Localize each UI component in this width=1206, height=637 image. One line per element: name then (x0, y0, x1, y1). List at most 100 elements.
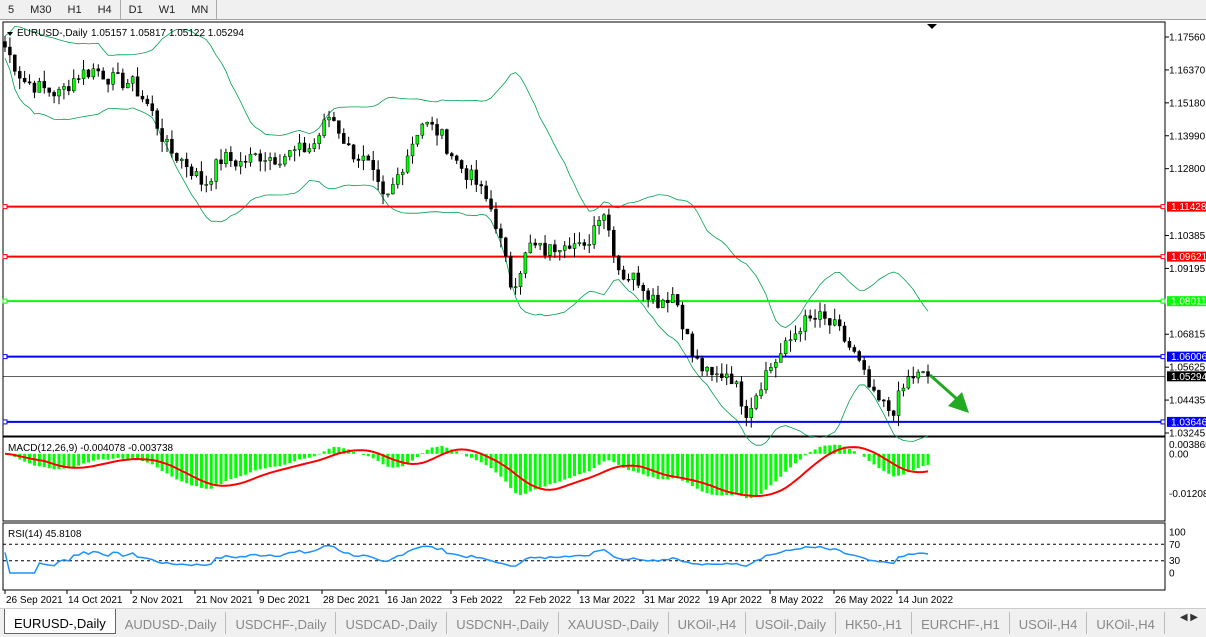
candle (744, 399, 749, 427)
chart-tab[interactable]: EURCHF-,H1 (912, 612, 1010, 634)
candle-body (572, 243, 577, 249)
macd-histogram-bar (455, 451, 459, 454)
price-tick-label: 1.04435 (1169, 396, 1206, 407)
candle-body (116, 72, 120, 74)
macd-histogram-bar (533, 453, 537, 490)
macd-histogram-bar (573, 453, 577, 477)
macd-histogram-bar (435, 446, 439, 454)
chart-tab[interactable]: USDCNH-,Daily (447, 612, 559, 634)
timeframe-w1[interactable]: W1 (158, 3, 176, 16)
candle-body (459, 160, 464, 169)
chart-tab[interactable]: AUDUSD-,Daily (116, 612, 227, 634)
candle (666, 291, 670, 313)
candle (901, 383, 906, 397)
chart-tab[interactable]: XAUUSD-,Daily (559, 612, 669, 634)
candle (106, 78, 110, 93)
candle-body (754, 395, 758, 409)
candle (307, 143, 312, 154)
macd-histogram-bar (897, 453, 901, 476)
candle (724, 364, 729, 386)
candle (543, 235, 547, 259)
candle (734, 380, 739, 388)
candle (175, 152, 179, 163)
macd-histogram-bar (700, 453, 704, 492)
macd-histogram-bar (627, 453, 631, 471)
candle (234, 159, 238, 171)
tab-scroll-buttons[interactable]: ◀ ▶ (1179, 612, 1198, 623)
chart-tab[interactable]: USDCHF-,Daily (226, 612, 337, 634)
macd-histogram-bar (636, 453, 640, 473)
chart-tab[interactable]: UKOil-,H4 (1087, 612, 1165, 634)
timeframe-h1[interactable]: H1 (67, 3, 82, 16)
macd-histogram-bar (592, 453, 596, 468)
candle (42, 70, 47, 94)
candle (538, 242, 542, 251)
macd-histogram-bar (263, 453, 267, 469)
candle-body (292, 149, 297, 151)
candle-body (926, 371, 930, 377)
macd-histogram-bar (386, 453, 390, 467)
level-handle (1160, 354, 1166, 360)
candle (631, 272, 636, 291)
macd-histogram-bar (553, 453, 557, 484)
candle-body (454, 155, 459, 161)
level-handle (1160, 298, 1166, 304)
candle-body (253, 153, 258, 155)
macd-histogram-bar (376, 453, 380, 461)
macd-histogram-bar (901, 453, 905, 475)
candle (430, 116, 434, 131)
timeframe-d1[interactable]: D1 (128, 3, 143, 16)
chart-tab[interactable]: USOil-,H4 (1010, 612, 1088, 634)
macd-histogram-bar (391, 453, 395, 468)
chart-symbol-title: EURUSD-,Daily (17, 28, 88, 39)
candle (317, 132, 321, 150)
candle-body (209, 181, 213, 185)
macd-histogram-bar (725, 453, 729, 496)
price-tick-label: 1.13990 (1169, 131, 1206, 142)
rsi-tick-label: 0 (1169, 569, 1175, 580)
candle-body (62, 86, 66, 90)
chart-tab[interactable]: UKOil-,H4 (669, 612, 747, 634)
candle-body (749, 408, 754, 418)
timeframe-mn[interactable]: MN (191, 3, 209, 16)
candle-body (896, 390, 901, 416)
price-chart[interactable]: 1.17560 1.16370 1.15180 1.13990 1.12800 1.103… (0, 20, 1206, 608)
candle (263, 152, 267, 172)
trend-arrow-icon (929, 373, 959, 402)
candle-body (400, 171, 405, 175)
chart-tab[interactable]: USDCAD-,Daily (336, 612, 448, 634)
chart-tab[interactable]: EURUSD-,Daily (4, 609, 116, 634)
candle (32, 80, 37, 99)
macd-histogram-bar (666, 453, 670, 480)
candle (562, 241, 567, 259)
macd-histogram-bar (126, 453, 130, 459)
macd-histogram-bar (622, 453, 626, 468)
timeframe-m30[interactable]: M30 (30, 3, 52, 16)
macd-histogram-bar (214, 453, 218, 487)
candle-body (494, 208, 498, 229)
candle (813, 309, 817, 328)
timeframe-5[interactable]: 5 (8, 3, 15, 16)
candle-body (17, 71, 22, 79)
candle (857, 349, 862, 363)
candle-body (567, 245, 572, 249)
candle-body (543, 242, 547, 256)
candle-body (651, 294, 655, 300)
candle-body (886, 400, 891, 412)
timeframe-h4[interactable]: H4 (97, 3, 112, 16)
macd-histogram-bar (705, 453, 709, 494)
macd-histogram-bar (234, 453, 238, 478)
candle (533, 238, 537, 249)
candle (194, 167, 199, 178)
candle (523, 251, 528, 279)
candle-body (37, 81, 42, 93)
candle-body (263, 160, 267, 162)
chart-tab[interactable]: USOil-,Daily (746, 612, 836, 634)
macd-histogram-bar (867, 453, 871, 461)
macd-histogram-bar (440, 445, 444, 454)
level-handle (2, 254, 8, 260)
chart-tab[interactable]: HK50-,H1 (836, 612, 913, 634)
candle-body (366, 155, 371, 161)
macd-histogram-bar (474, 453, 478, 461)
main-pane (2, 21, 1166, 437)
